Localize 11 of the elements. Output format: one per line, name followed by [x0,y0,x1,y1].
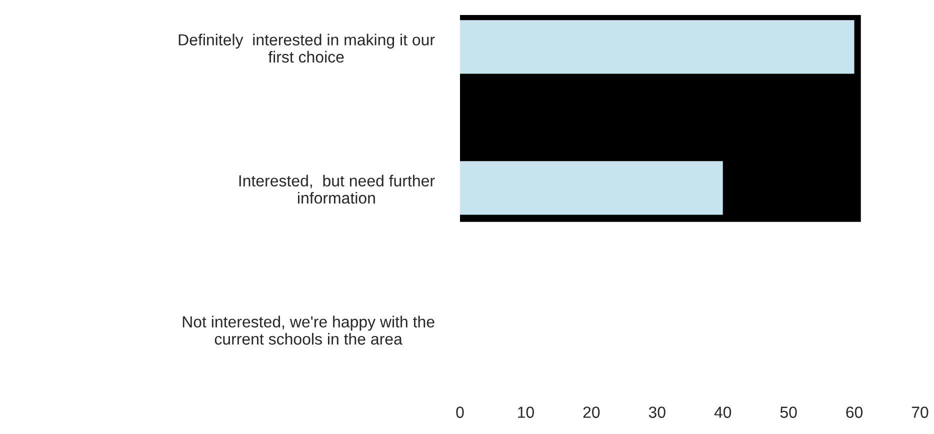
x-tick-label: 40 [714,406,732,418]
x-tick-label: 20 [583,406,600,418]
x-tick-label: 70 [912,406,928,418]
y-tick-label: Not interested, we're happy with the current schools in the area [182,316,434,345]
x-tick-label: 10 [518,406,534,418]
x-tick-label: 60 [846,406,863,418]
x-tick-label: 30 [648,406,666,418]
y-tick-label: Interested, but need further information [239,174,435,204]
x-tick-label: 0 [456,406,464,418]
x-tick-label: 50 [780,406,797,418]
y-tick-label: Definitely interested in making it our first choice [178,34,435,63]
